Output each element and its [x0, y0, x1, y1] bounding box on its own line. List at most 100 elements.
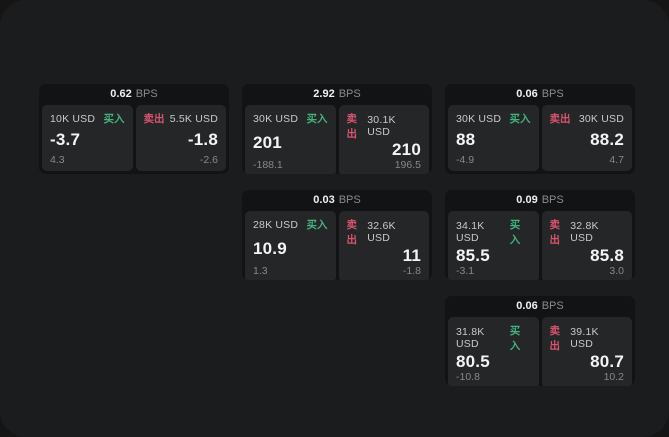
buy-size: 34.1K USD	[456, 220, 485, 244]
spread-value: 0.06	[516, 88, 538, 100]
sell-tile[interactable]: 卖出 39.1K USD 80.7 10.2	[541, 317, 632, 386]
buy-price: 88	[456, 130, 476, 149]
buy-tile[interactable]: 10K USD 买入 -3.7 4.3	[42, 105, 133, 171]
sell-price: 85.8	[590, 246, 624, 265]
spread-header: 0.62 BPS	[39, 84, 229, 105]
buy-size: 30K USD	[253, 112, 299, 125]
spread-header: 0.06 BPS	[445, 84, 635, 105]
sell-size: 30K USD	[578, 112, 624, 125]
spread-header: 0.06 BPS	[445, 296, 635, 317]
sell-sub-value: -1.8	[402, 265, 421, 277]
buy-tile[interactable]: 31.8K USD 买入 80.5 -10.8	[448, 317, 539, 386]
sell-sub-value: -2.6	[199, 154, 218, 166]
sell-price: 210	[392, 140, 421, 159]
spread-unit: BPS	[541, 194, 564, 206]
sell-tile[interactable]: 卖出 32.8K USD 85.8 3.0	[541, 211, 632, 280]
spread-unit: BPS	[135, 88, 158, 100]
sell-tile[interactable]: 卖出 5.5K USD -1.8 -2.6	[135, 105, 226, 171]
buy-price: 10.9	[253, 238, 287, 258]
buy-tag: 买入	[306, 219, 328, 231]
buy-tile-header: 28K USD 买入	[253, 217, 328, 232]
sell-tag: 卖出	[346, 113, 358, 140]
quote-card: 0.06 BPS 30K USD 买入 88 -4.9 卖出	[445, 84, 635, 174]
sell-price: 11	[402, 246, 421, 265]
sell-size: 32.6K USD	[367, 220, 396, 244]
buy-tag: 买入	[509, 113, 531, 125]
sell-price: -1.8	[187, 130, 218, 149]
buy-price: -3.7	[50, 130, 81, 149]
sell-size: 32.8K USD	[570, 220, 599, 244]
buy-size: 30K USD	[456, 112, 502, 125]
spread-unit: BPS	[338, 194, 361, 206]
quote-card: 0.03 BPS 28K USD 买入 10.9 1.3 卖出	[242, 190, 432, 280]
quote-card: 0.06 BPS 31.8K USD 买入 80.5 -10.8 卖	[445, 296, 635, 386]
buy-sub-value: -4.9	[456, 154, 475, 166]
sell-price: 80.7	[590, 352, 624, 371]
sell-tile[interactable]: 卖出 30.1K USD 210 196.5	[338, 105, 429, 174]
sell-price: 88.2	[590, 130, 624, 149]
quote-card: 0.09 BPS 34.1K USD 买入 85.5 -3.1 卖出	[445, 190, 635, 280]
buy-size: 10K USD	[50, 112, 96, 125]
price-tiles: 30K USD 买入 88 -4.9 卖出 30K USD 88.2 4.7	[445, 105, 635, 174]
buy-size: 28K USD	[253, 218, 299, 231]
sell-tag: 卖出	[549, 325, 561, 352]
buy-tag: 买入	[103, 113, 125, 125]
price-tiles: 28K USD 买入 10.9 1.3 卖出 32.6K USD 11 -1.8	[242, 211, 432, 280]
buy-tag: 买入	[509, 325, 521, 352]
spread-unit: BPS	[541, 300, 564, 312]
sell-tag: 卖出	[143, 113, 165, 125]
buy-price: 85.5	[456, 246, 490, 265]
spread-unit: BPS	[338, 88, 361, 100]
price-tiles: 34.1K USD 买入 85.5 -3.1 卖出 32.8K USD 85.8…	[445, 211, 635, 280]
buy-tag: 买入	[306, 113, 328, 125]
spread-unit: BPS	[541, 88, 564, 100]
sell-tile-header: 卖出 5.5K USD	[144, 111, 219, 126]
sell-tile-header: 卖出 30.1K USD	[347, 111, 422, 141]
buy-sub-value: -188.1	[253, 159, 283, 171]
buy-price: 80.5	[456, 352, 490, 371]
buy-tile-header: 34.1K USD 买入	[456, 217, 531, 247]
sell-tile-header: 卖出 32.8K USD	[550, 217, 625, 247]
spread-value: 0.62	[110, 88, 132, 100]
buy-size: 31.8K USD	[456, 326, 485, 350]
spread-header: 2.92 BPS	[242, 84, 432, 105]
buy-sub-value: 1.3	[253, 265, 268, 277]
buy-tile[interactable]: 28K USD 买入 10.9 1.3	[245, 211, 336, 280]
buy-price: 201	[253, 132, 282, 152]
price-tiles: 10K USD 买入 -3.7 4.3 卖出 5.5K USD -1.8 -2.…	[39, 105, 229, 174]
buy-sub-value: -10.8	[456, 371, 480, 383]
spread-header: 0.09 BPS	[445, 190, 635, 211]
sell-sub-value: 3.0	[609, 265, 624, 277]
buy-tag: 买入	[509, 219, 521, 246]
sell-tag: 卖出	[549, 219, 561, 246]
sell-tile-header: 卖出 32.6K USD	[347, 217, 422, 247]
spread-header: 0.03 BPS	[242, 190, 432, 211]
quote-card: 0.62 BPS 10K USD 买入 -3.7 4.3 卖出	[39, 84, 229, 174]
price-tiles: 31.8K USD 买入 80.5 -10.8 卖出 39.1K USD 80.…	[445, 317, 635, 386]
sell-sub-value: 10.2	[603, 371, 624, 383]
sell-size: 30.1K USD	[367, 114, 396, 138]
buy-tile-header: 31.8K USD 买入	[456, 323, 531, 353]
sell-sub-value: 4.7	[609, 154, 624, 166]
sell-size: 5.5K USD	[169, 112, 218, 125]
sell-size: 39.1K USD	[570, 326, 599, 350]
buy-sub-value: -3.1	[456, 265, 475, 277]
buy-tile-header: 30K USD 买入	[253, 111, 328, 126]
price-tiles: 30K USD 买入 201 -188.1 卖出 30.1K USD 210 1…	[242, 105, 432, 174]
sell-sub-value: 196.5	[394, 159, 421, 171]
buy-tile-header: 30K USD 买入	[456, 111, 531, 126]
quote-card-grid: 0.62 BPS 10K USD 买入 -3.7 4.3 卖出	[39, 84, 635, 386]
buy-sub-value: 4.3	[50, 154, 65, 166]
sell-tile[interactable]: 卖出 32.6K USD 11 -1.8	[338, 211, 429, 280]
sell-tile-header: 卖出 39.1K USD	[550, 323, 625, 353]
quote-card: 2.92 BPS 30K USD 买入 201 -188.1 卖出	[242, 84, 432, 174]
sell-tile[interactable]: 卖出 30K USD 88.2 4.7	[541, 105, 632, 171]
spread-value: 2.92	[313, 88, 335, 100]
spread-value: 0.06	[516, 300, 538, 312]
buy-tile[interactable]: 30K USD 买入 201 -188.1	[245, 105, 336, 174]
buy-tile[interactable]: 34.1K USD 买入 85.5 -3.1	[448, 211, 539, 280]
buy-tile[interactable]: 30K USD 买入 88 -4.9	[448, 105, 539, 171]
buy-tile-header: 10K USD 买入	[50, 111, 125, 126]
